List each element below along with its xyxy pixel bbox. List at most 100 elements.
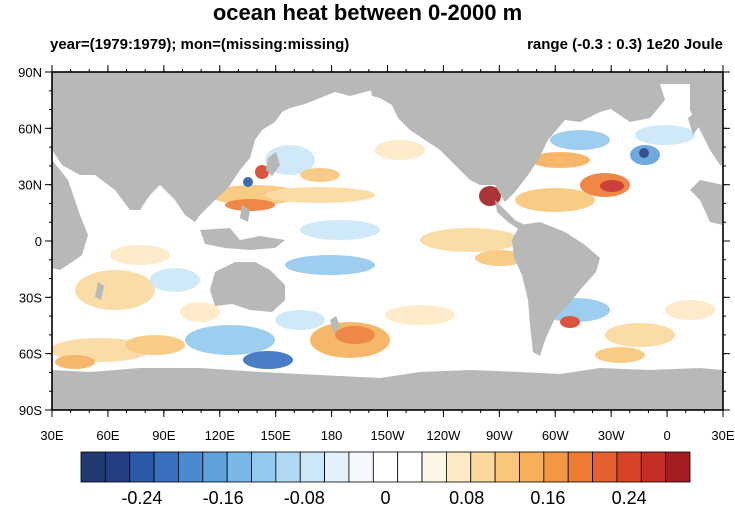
land-central-america: [495, 200, 525, 230]
lon-label: 60E: [96, 428, 119, 443]
colorbar-tick-label: 0.08: [449, 488, 484, 508]
colorbar-swatch: [251, 451, 277, 483]
warm-anomaly: [665, 300, 715, 320]
lon-label: 120W: [426, 428, 461, 443]
warm-anomaly: [225, 199, 275, 211]
lon-label: 90W: [486, 428, 513, 443]
lat-label: 60S: [19, 347, 42, 362]
lon-label: 30E: [711, 428, 734, 443]
colorbar-swatch: [178, 451, 204, 483]
land-madagascar: [95, 282, 104, 300]
subtitle-time-range: year=(1979:1979); mon=(missing:missing): [50, 36, 350, 53]
colorbar-swatch: [616, 451, 642, 483]
colorbar-swatch: [470, 451, 496, 483]
colorbar-labels: -0.24 -0.16 -0.08 0 0.08 0.16 0.24: [121, 488, 646, 508]
lon-label: 30E: [40, 428, 63, 443]
cool-anomaly: [150, 268, 200, 292]
land-arctic: [52, 72, 723, 84]
longitude-labels: 30E 60E 90E 120E 150E 180 150W 120W 90W 60W 30W 0 30…: [40, 428, 734, 443]
land-eurasia: [52, 84, 335, 222]
cool-anomaly: [639, 148, 649, 158]
subtitle-value-range: range (-0.3 : 0.3) 1e20 Joule: [527, 36, 723, 53]
map-plot-area: [52, 72, 723, 410]
warm-anomaly: [180, 302, 220, 322]
warm-anomaly: [265, 187, 375, 203]
land-indonesia: [200, 228, 285, 250]
cool-anomaly: [635, 125, 695, 145]
warm-anomaly: [375, 140, 425, 160]
lon-label: 180: [321, 428, 343, 443]
colorbar-tick-label: 0.16: [530, 488, 565, 508]
warm-anomaly: [125, 335, 185, 355]
land-australia: [210, 262, 285, 312]
colorbar-swatch: [275, 451, 301, 483]
cool-anomaly: [243, 351, 293, 369]
colorbar-swatch: [153, 451, 179, 483]
colorbar-swatch: [567, 451, 593, 483]
colorbar-swatch: [372, 451, 399, 483]
colorbar-tick-label: -0.16: [203, 488, 244, 508]
colorbar-swatch: [202, 451, 228, 483]
land-europe-west: [690, 84, 723, 165]
land-britain: [688, 112, 700, 135]
cool-anomaly: [300, 220, 380, 240]
warm-anomaly: [335, 326, 375, 344]
lon-label: 30W: [598, 428, 625, 443]
axis-ticks: [45, 65, 730, 417]
latitude-labels: 90N 60N 30N 0 30S 60S 90S: [18, 65, 42, 418]
warm-anomaly: [515, 188, 595, 212]
lat-label: 30N: [18, 178, 42, 193]
warm-anomaly: [420, 228, 520, 252]
lon-label: 0: [663, 428, 670, 443]
land-north-america: [370, 84, 650, 202]
land: [52, 72, 723, 410]
colorbar-swatch: [543, 451, 569, 483]
warm-anomaly: [75, 270, 155, 310]
land-greenland: [600, 84, 665, 122]
lat-label: 30S: [19, 290, 42, 305]
warm-anomaly: [110, 245, 170, 265]
colorbar-swatch: [421, 451, 447, 483]
colorbar-swatch: [348, 451, 374, 483]
colorbar-swatch: [665, 451, 691, 483]
colorbar-swatch: [299, 451, 325, 483]
cool-anomaly: [285, 255, 375, 275]
colorbar-swatch: [397, 451, 423, 483]
cool-anomaly: [275, 310, 325, 330]
colorbar-swatch: [324, 451, 350, 483]
colorbar-tick-label: -0.08: [284, 488, 325, 508]
colorbar-tick-label: -0.24: [121, 488, 162, 508]
warm-anomaly: [530, 152, 590, 168]
warm-anomaly: [255, 165, 269, 179]
colorbar-swatch: [80, 451, 106, 483]
cool-anomaly: [550, 130, 610, 150]
colorbar-tick-label: 0: [380, 488, 390, 508]
map-title: ocean heat between 0-2000 m: [212, 0, 523, 25]
colorbar-tick-label: 0.24: [612, 488, 647, 508]
land-new-zealand: [330, 316, 340, 334]
colorbar-swatch: [445, 451, 472, 483]
lat-label: 90S: [19, 403, 42, 418]
warm-anomaly: [55, 355, 95, 369]
land-antarctica: [52, 368, 723, 410]
warm-anomaly: [605, 323, 675, 347]
lat-label: 60N: [18, 121, 42, 136]
land-south-america: [512, 222, 600, 356]
lon-label: 150W: [371, 428, 406, 443]
colorbar: [80, 451, 691, 483]
lon-label: 90E: [152, 428, 175, 443]
warm-anomaly: [600, 180, 624, 192]
warm-anomaly: [300, 168, 340, 182]
colorbar-swatch: [592, 451, 618, 483]
cool-anomaly: [185, 325, 275, 355]
colorbar-swatch: [494, 451, 520, 483]
warm-anomaly: [385, 305, 455, 325]
lon-label: 120E: [205, 428, 236, 443]
warm-anomaly: [475, 250, 525, 266]
warm-anomaly: [560, 316, 580, 328]
lat-label: 0: [35, 234, 42, 249]
colorbar-swatch: [519, 451, 545, 483]
lon-label: 60W: [542, 428, 569, 443]
lat-label: 90N: [18, 65, 42, 80]
